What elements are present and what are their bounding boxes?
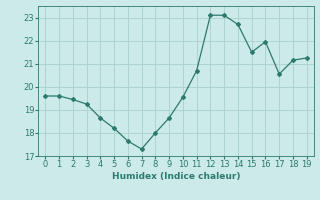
X-axis label: Humidex (Indice chaleur): Humidex (Indice chaleur)	[112, 172, 240, 181]
